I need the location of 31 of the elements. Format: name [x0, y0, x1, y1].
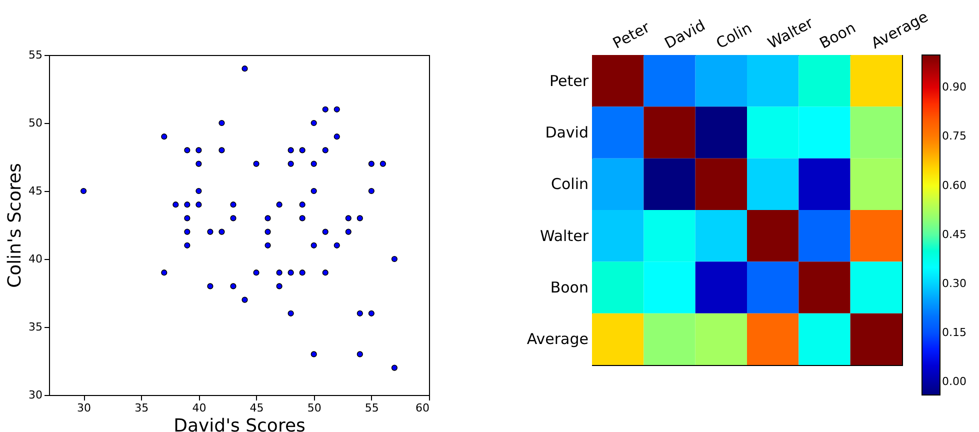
color-bar-label: 0.45: [942, 228, 966, 241]
y-tick-label: Peter: [549, 72, 590, 90]
x-tick-label: 55: [364, 402, 379, 414]
x-tick-label: 45: [250, 402, 264, 414]
color-bar-label: 0.15: [942, 326, 966, 339]
y-tick-label: Colin: [551, 175, 588, 194]
x-tick-label: Peter: [610, 18, 654, 52]
y-tick-label: Average: [526, 330, 588, 348]
y-tick-label: 50: [28, 116, 42, 130]
y-tick-label: 40: [28, 252, 42, 266]
color-bar-label: 0.75: [942, 130, 966, 143]
x-tick-label: 30: [77, 402, 92, 414]
y-axis-title: Colin's Scores: [4, 163, 26, 288]
x-tick-label: 35: [134, 402, 149, 414]
x-axis-title: David's Scores: [174, 416, 306, 432]
x-tick-label: 50: [307, 402, 322, 414]
y-tick-label: Walter: [540, 226, 590, 245]
y-tick-label: David: [545, 124, 588, 142]
x-tick-label: 40: [192, 402, 206, 414]
x-tick-label: Colin: [713, 18, 755, 52]
x-tick-label: 60: [416, 402, 430, 414]
color-bar-label: 0.90: [942, 80, 966, 94]
color-bar-label: 0.30: [942, 276, 966, 290]
y-tick-label: 30: [28, 388, 42, 402]
y-tick-label: 55: [28, 48, 42, 62]
color-bar-label: 0.60: [942, 178, 966, 192]
y-tick-label: 45: [28, 184, 42, 198]
y-tick-label: Boon: [550, 278, 588, 296]
color-bar-label: 0.00: [942, 374, 966, 388]
y-tick-label: 35: [28, 320, 42, 334]
x-tick-label: Boon: [816, 18, 859, 52]
